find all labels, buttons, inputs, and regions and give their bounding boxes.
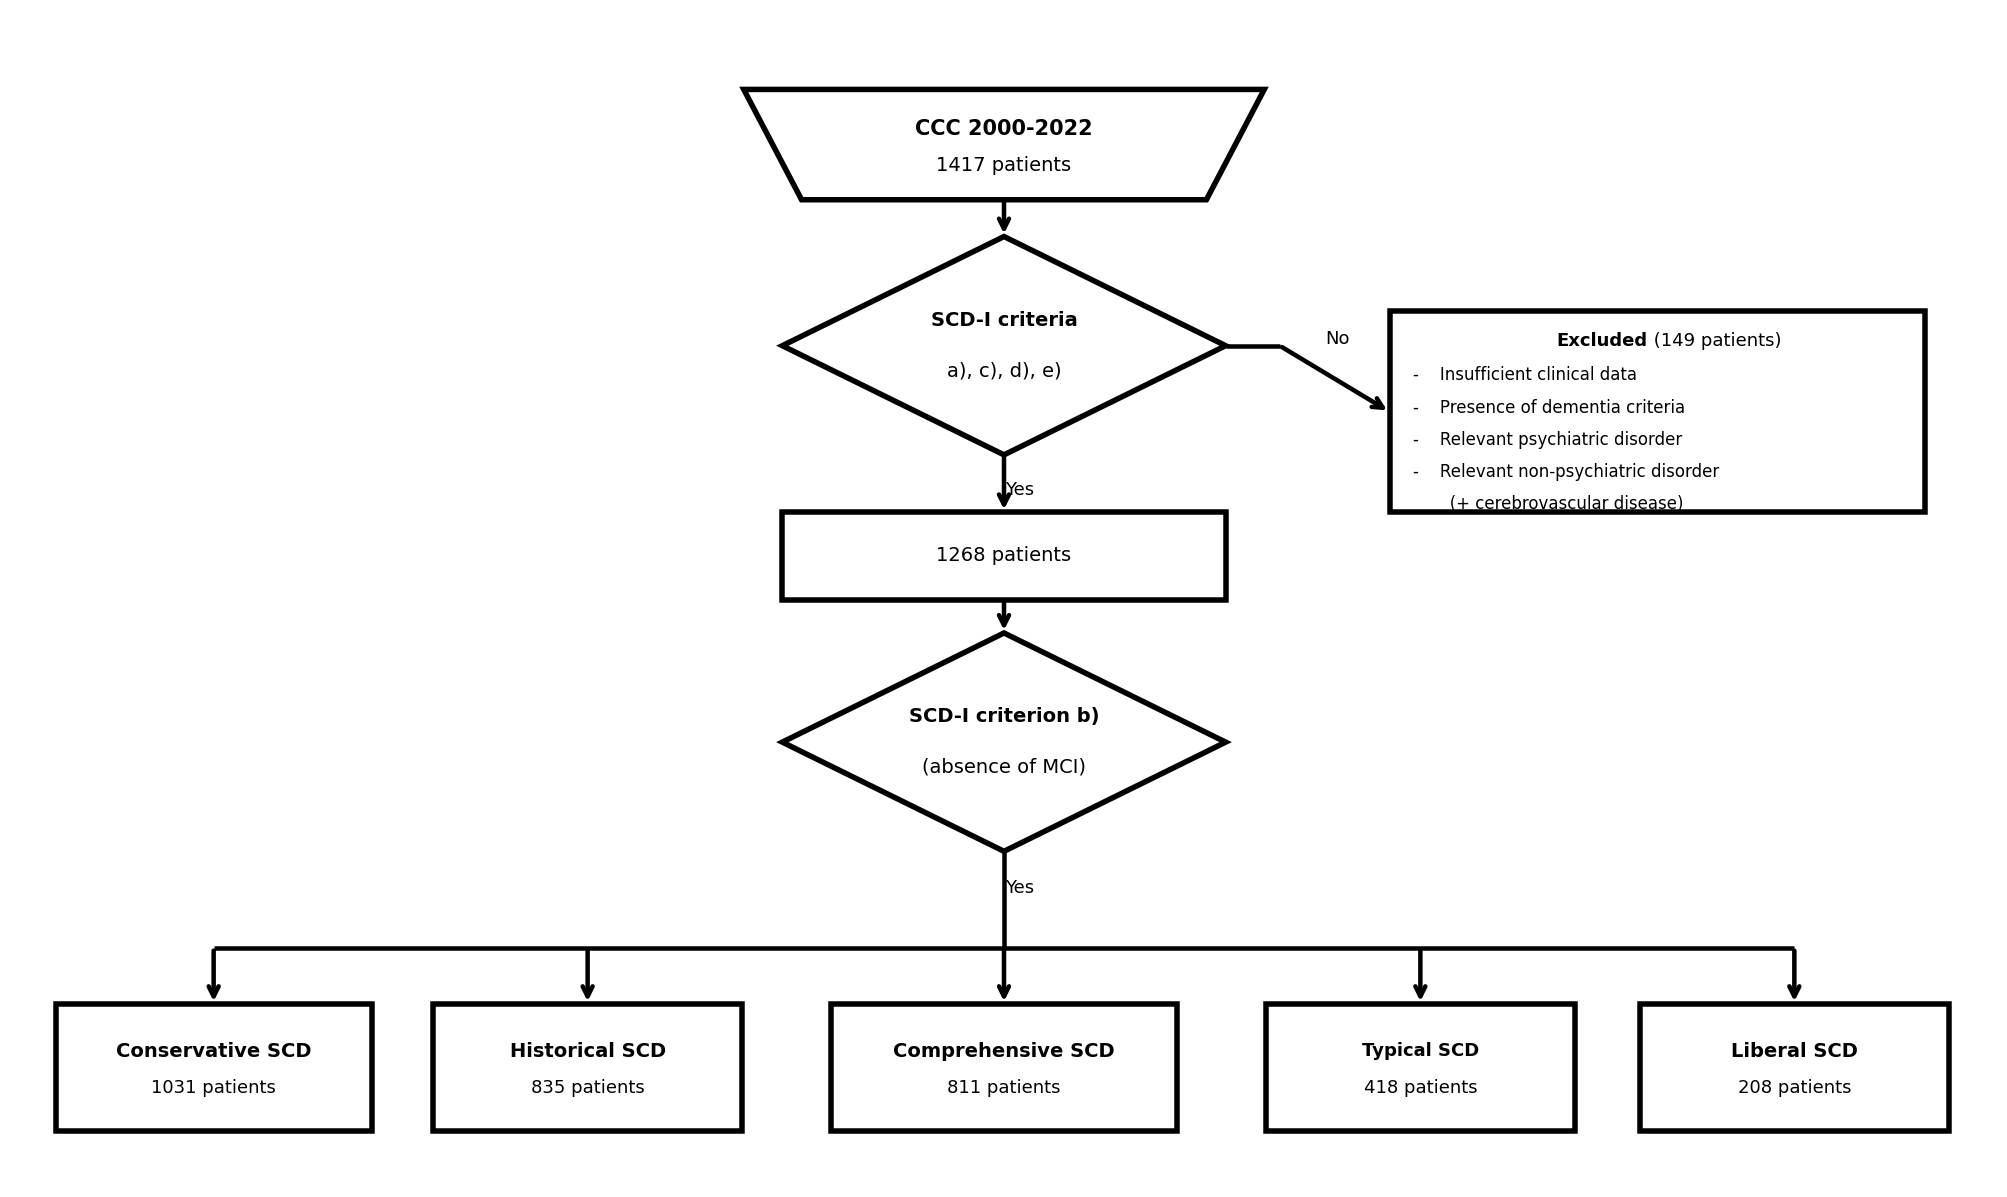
Text: Liberal SCD: Liberal SCD [1730, 1041, 1856, 1061]
Text: 1031 patients: 1031 patients [151, 1078, 275, 1096]
Text: 1417 patients: 1417 patients [935, 156, 1072, 175]
Text: -    Presence of dementia criteria: - Presence of dementia criteria [1413, 399, 1684, 417]
Bar [1266, 1004, 1573, 1130]
Text: 811 patients: 811 patients [947, 1078, 1060, 1096]
Text: 208 patients: 208 patients [1736, 1078, 1850, 1096]
Text: 835 patients: 835 patients [530, 1078, 644, 1096]
Text: Yes: Yes [1004, 879, 1034, 897]
Bar [56, 1004, 371, 1130]
Text: Excluded: Excluded [1555, 332, 1648, 350]
Text: Conservative SCD: Conservative SCD [116, 1041, 311, 1061]
Bar [783, 512, 1224, 600]
Text: CCC 2000-2022: CCC 2000-2022 [915, 119, 1092, 139]
Polygon shape [783, 633, 1224, 851]
Bar [831, 1004, 1176, 1130]
Text: SCD-I criterion b): SCD-I criterion b) [909, 707, 1098, 727]
Polygon shape [783, 237, 1224, 455]
Text: (+ cerebrovascular disease): (+ cerebrovascular disease) [1413, 496, 1682, 514]
Text: -    Insufficient clinical data: - Insufficient clinical data [1413, 366, 1636, 384]
Text: a), c), d), e): a), c), d), e) [945, 361, 1062, 381]
Text: Typical SCD: Typical SCD [1361, 1043, 1479, 1061]
Text: -    Relevant non-psychiatric disorder: - Relevant non-psychiatric disorder [1413, 463, 1718, 481]
Text: -    Relevant psychiatric disorder: - Relevant psychiatric disorder [1413, 431, 1682, 449]
Text: Historical SCD: Historical SCD [510, 1041, 666, 1061]
Bar [1640, 1004, 1947, 1130]
Text: 418 patients: 418 patients [1363, 1078, 1477, 1096]
Text: (149 patients): (149 patients) [1648, 332, 1780, 350]
Bar [434, 1004, 741, 1130]
Text: Comprehensive SCD: Comprehensive SCD [893, 1041, 1114, 1061]
Bar [1389, 311, 1925, 512]
Polygon shape [743, 90, 1264, 200]
Text: No: No [1325, 330, 1349, 348]
Text: SCD-I criteria: SCD-I criteria [929, 311, 1078, 330]
Text: Yes: Yes [1004, 481, 1034, 499]
Text: (absence of MCI): (absence of MCI) [921, 758, 1086, 777]
Text: 1268 patients: 1268 patients [935, 547, 1072, 565]
